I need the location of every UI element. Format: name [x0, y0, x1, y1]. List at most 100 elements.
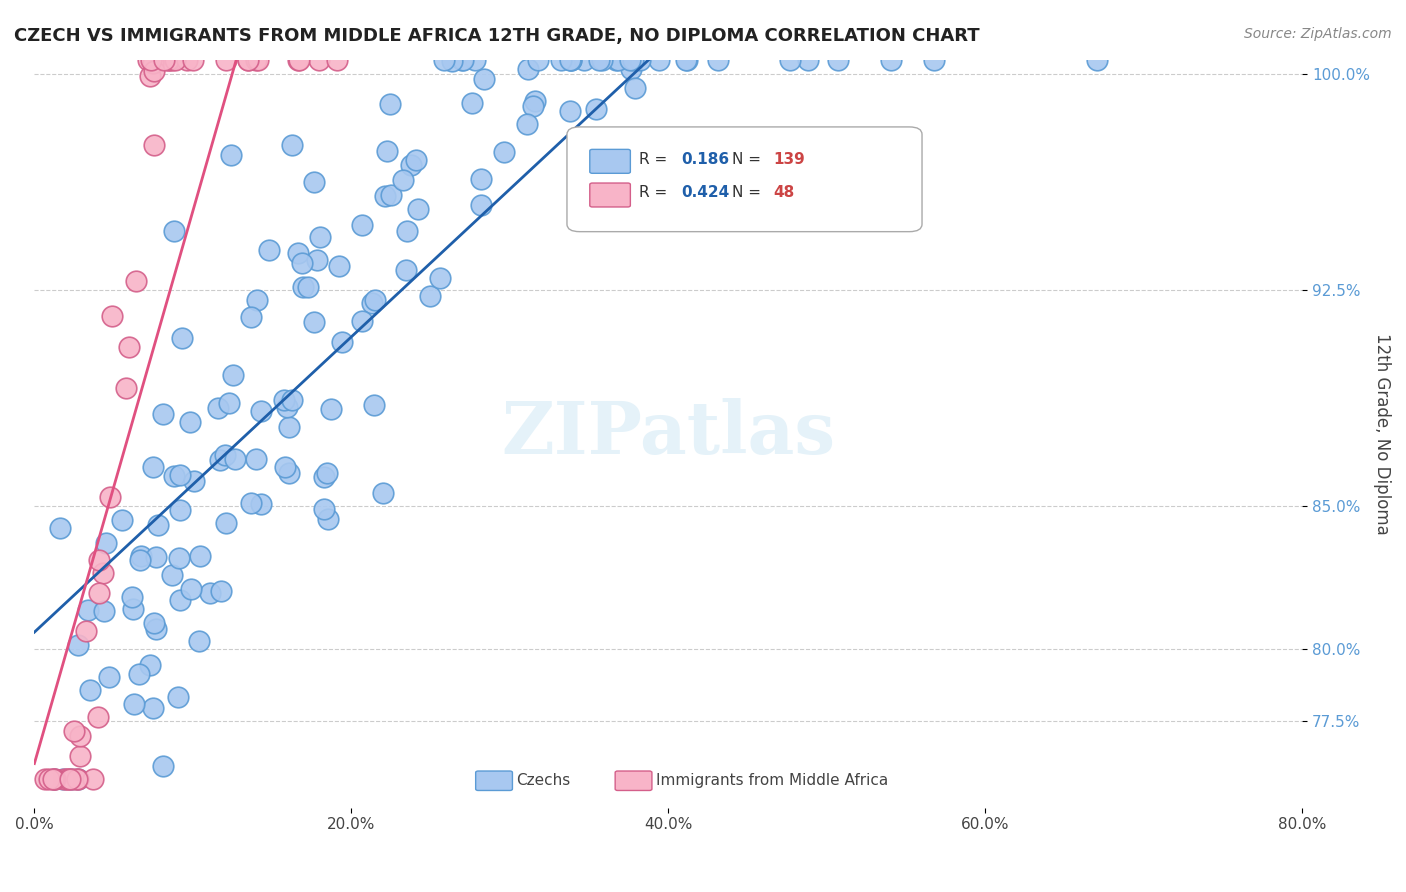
Point	[145, 550, 167, 565]
Point	[880, 53, 903, 67]
Point	[209, 584, 232, 599]
Point	[375, 145, 398, 159]
Point	[440, 54, 463, 68]
Point	[312, 501, 335, 516]
Point	[143, 615, 166, 630]
Point	[245, 53, 267, 67]
Point	[180, 582, 202, 596]
Point	[558, 104, 581, 119]
Point	[44, 772, 66, 786]
Point	[152, 407, 174, 421]
Point	[152, 758, 174, 772]
Point	[461, 95, 484, 110]
Point	[419, 289, 441, 303]
Point	[66, 772, 89, 786]
Point	[44, 772, 66, 786]
Point	[187, 633, 209, 648]
Point	[215, 516, 238, 530]
Point	[676, 53, 699, 67]
Text: ZIPatlas: ZIPatlas	[502, 398, 835, 469]
Point	[605, 53, 627, 67]
Point	[215, 53, 238, 67]
Point	[224, 451, 246, 466]
Point	[328, 259, 350, 273]
Point	[219, 148, 242, 162]
Point	[1085, 53, 1108, 67]
Point	[464, 53, 486, 67]
Point	[66, 772, 89, 786]
Point	[75, 624, 97, 639]
Text: Czechs: Czechs	[516, 773, 571, 789]
Point	[55, 772, 77, 786]
Point	[429, 271, 451, 285]
Text: R =: R =	[640, 186, 672, 201]
Point	[42, 772, 65, 786]
Point	[128, 667, 150, 681]
Point	[247, 53, 270, 67]
Point	[121, 601, 143, 615]
Point	[58, 772, 80, 786]
Point	[470, 172, 492, 186]
Point	[326, 53, 349, 67]
Point	[319, 401, 342, 416]
Point	[560, 53, 582, 67]
Point	[304, 315, 326, 329]
Point	[162, 53, 184, 67]
Point	[276, 400, 298, 414]
Point	[364, 293, 387, 307]
Point	[246, 293, 269, 307]
Point	[122, 697, 145, 711]
Point	[558, 53, 581, 67]
Point	[433, 53, 456, 67]
Point	[278, 466, 301, 480]
Point	[522, 98, 544, 112]
Point	[67, 638, 90, 652]
Point	[624, 80, 647, 95]
Point	[169, 503, 191, 517]
Text: 0.424: 0.424	[681, 186, 730, 201]
Point	[239, 495, 262, 509]
Point	[156, 53, 179, 67]
Point	[922, 53, 945, 67]
Point	[157, 53, 180, 67]
Point	[395, 262, 418, 277]
Point	[274, 459, 297, 474]
Point	[38, 772, 60, 786]
Point	[316, 512, 339, 526]
Point	[706, 53, 728, 67]
Point	[129, 549, 152, 563]
Point	[163, 53, 186, 67]
Text: N =: N =	[731, 152, 766, 167]
Point	[66, 772, 89, 786]
Point	[287, 53, 309, 67]
Point	[292, 279, 315, 293]
Text: CZECH VS IMMIGRANTS FROM MIDDLE AFRICA 12TH GRADE, NO DIPLOMA CORRELATION CHART: CZECH VS IMMIGRANTS FROM MIDDLE AFRICA 1…	[14, 27, 980, 45]
Point	[277, 420, 299, 434]
Point	[287, 246, 309, 260]
Point	[209, 453, 232, 467]
Text: Immigrants from Middle Africa: Immigrants from Middle Africa	[655, 773, 889, 789]
Point	[572, 53, 595, 67]
Point	[98, 490, 121, 504]
Point	[142, 64, 165, 78]
FancyBboxPatch shape	[589, 183, 630, 207]
Point	[675, 53, 697, 67]
Point	[550, 53, 572, 67]
Point	[82, 772, 104, 786]
Point	[118, 340, 141, 354]
Point	[69, 749, 91, 764]
Point	[34, 772, 56, 786]
Point	[136, 53, 159, 67]
Point	[236, 53, 259, 67]
Point	[179, 415, 201, 429]
Point	[214, 448, 236, 462]
Point	[89, 553, 111, 567]
Text: Source: ZipAtlas.com: Source: ZipAtlas.com	[1244, 27, 1392, 41]
Point	[628, 53, 651, 67]
Point	[352, 218, 374, 232]
Point	[96, 536, 118, 550]
Point	[378, 96, 401, 111]
Point	[591, 53, 613, 67]
Point	[139, 70, 162, 84]
Point	[236, 53, 259, 67]
